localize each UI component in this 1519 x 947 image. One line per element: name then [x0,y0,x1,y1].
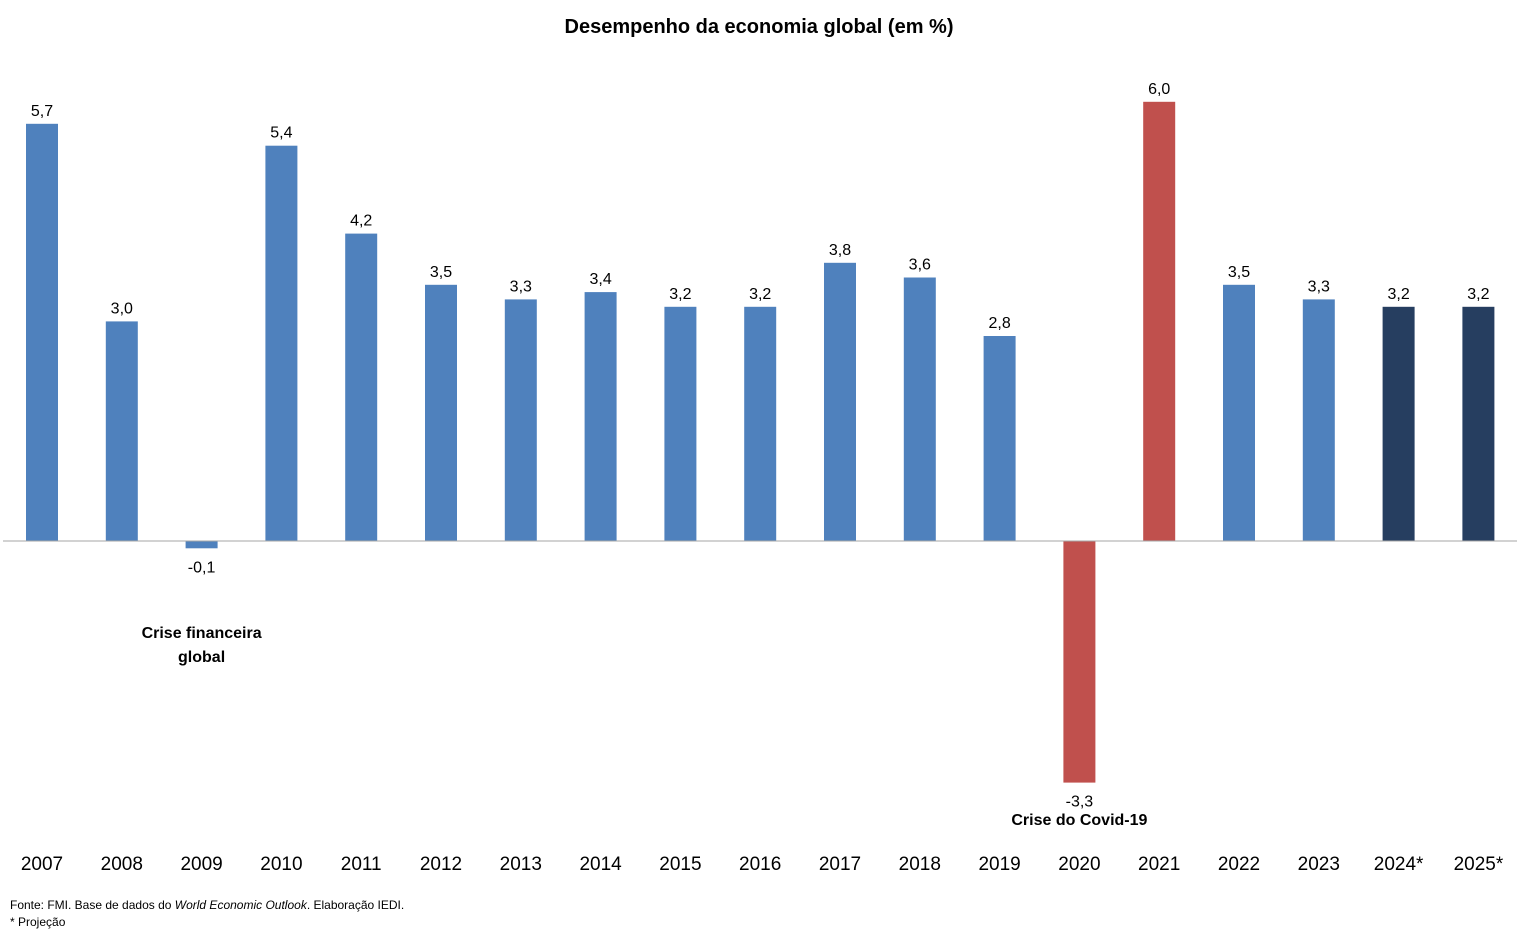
bar-2016 [744,306,777,541]
value-label-2016: 3,2 [749,286,771,303]
value-label-2025-proj: 3,2 [1467,286,1489,303]
value-label-2015: 3,2 [669,286,691,303]
x-tick-2024-proj: 2024* [1374,854,1424,875]
source-italic: World Economic Outlook [174,898,307,912]
value-label-2024-proj: 3,2 [1387,286,1409,303]
bar-2023 [1302,299,1335,541]
bar-2011 [345,233,378,541]
x-tick-2008: 2008 [101,854,143,875]
value-label-2007: 5,7 [31,103,53,120]
bar-2025-proj [1462,306,1495,541]
value-label-2009: -0,1 [188,559,216,576]
bar-2015 [664,306,697,541]
bar-2020 [1063,541,1096,783]
bars-group [26,101,1495,783]
source-prefix: Fonte: FMI. Base de dados do [10,898,175,912]
bar-2009 [185,541,218,549]
bar-2014 [584,292,617,541]
projection-note: * Projeção [10,915,66,929]
x-tick-2014: 2014 [579,854,622,875]
value-label-2021: 6,0 [1148,81,1170,98]
value-label-2017: 3,8 [829,242,851,259]
value-label-2023: 3,3 [1308,278,1330,295]
x-tick-2023: 2023 [1298,854,1340,875]
x-tick-2022: 2022 [1218,854,1260,875]
value-label-2018: 3,6 [909,257,931,274]
x-tick-2021: 2021 [1138,854,1180,875]
x-tick-2007: 2007 [21,854,63,875]
bar-2007 [26,123,58,542]
value-label-2020: -3,3 [1066,794,1094,811]
x-tick-2015: 2015 [659,854,701,875]
bar-2017 [824,262,856,541]
bar-chart: Desempenho da economia global (em %) 5,7… [3,16,1517,875]
bar-2024-proj [1382,306,1415,541]
x-tick-2016: 2016 [739,854,781,875]
x-tick-2018: 2018 [899,854,941,875]
source-note: Fonte: FMI. Base de dados do World Econo… [10,897,404,931]
value-label-2011: 4,2 [350,213,372,230]
value-label-2012: 3,5 [430,264,452,281]
annotation-2020-line-0: Crise do Covid-19 [1011,812,1147,829]
value-label-2008: 3,0 [111,300,133,317]
x-tick-2019: 2019 [978,854,1020,875]
value-label-2010: 5,4 [270,125,292,142]
x-tick-2011: 2011 [341,854,382,875]
x-tick-2010: 2010 [260,854,302,875]
x-tick-2013: 2013 [500,854,542,875]
chart-title: Desempenho da economia global (em %) [565,16,954,38]
value-label-2014: 3,4 [589,271,611,288]
bar-2022 [1223,284,1255,541]
x-tick-2012: 2012 [420,854,462,875]
value-label-2019: 2,8 [988,315,1010,332]
value-labels-group: 5,7 3,0 -0,1 5,4 4,2 3,5 3,3 3,4 3,2 3,2 3,8 3,6 2,8… [31,81,1490,811]
x-tick-2020: 2020 [1058,854,1100,875]
annotation-2009-line-1: global [178,649,225,666]
bar-2021 [1143,101,1176,542]
annotation-2009-line-0: Crise financeira [142,625,262,642]
x-tick-2025-proj: 2025* [1454,854,1504,875]
bar-2012 [425,284,457,541]
x-tick-2017: 2017 [819,854,861,875]
bar-2013 [504,299,537,541]
value-label-2022: 3,5 [1228,264,1250,281]
bar-2008 [105,321,138,541]
bar-2018 [903,277,936,541]
value-label-2013: 3,3 [510,278,532,295]
source-suffix: . Elaboração IEDI. [306,898,405,912]
x-tick-2009: 2009 [180,854,222,875]
x-tick-labels-group: 2007 2008 2009 2010 2011 2012 2013 2014 2015 2016… [21,854,1504,875]
bar-2019 [983,336,1016,541]
bar-2010 [265,145,298,541]
source-line: Fonte: FMI. Base de dados do World Econo… [10,897,404,914]
annotations-group: Crise financeira global Crise do Covid-19 [142,625,1148,829]
